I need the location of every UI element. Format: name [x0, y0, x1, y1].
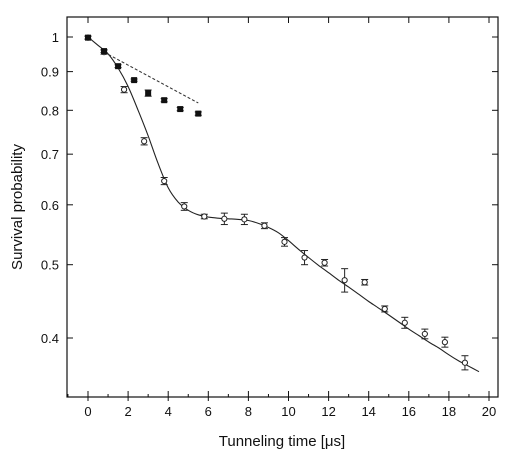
open-data-point: [140, 137, 148, 146]
open-data-point: [260, 222, 268, 230]
open-marker: [361, 279, 368, 286]
open-data-point: [341, 268, 349, 293]
y-tick-label: 0.5: [41, 258, 59, 273]
open-marker: [161, 177, 168, 185]
open-data-point: [180, 202, 188, 211]
open-marker: [241, 216, 248, 223]
x-tick-label: 4: [165, 404, 172, 419]
x-tick-label: 10: [281, 404, 295, 419]
x-tick-label: 12: [321, 404, 335, 419]
x-axis: 0 2 4 6 8 10 12 14 16 18 20: [67, 17, 496, 419]
filled-marker: [195, 110, 202, 117]
filled-data-point: [144, 89, 152, 97]
open-marker: [141, 138, 148, 145]
open-data-point: [461, 355, 469, 371]
open-marker: [381, 305, 388, 313]
filled-marker: [85, 34, 91, 41]
filled-marker: [177, 106, 184, 113]
open-marker: [181, 203, 188, 210]
filled-marker: [115, 63, 122, 70]
x-tick-label: 14: [361, 404, 375, 419]
open-data-point: [381, 305, 389, 313]
x-axis-title: Tunneling time [μs]: [219, 433, 345, 450]
reference-dashed-line: [103, 51, 199, 104]
open-data-point: [301, 250, 309, 266]
y-tick-label: 0.8: [41, 103, 59, 118]
open-marker: [261, 222, 268, 229]
y-tick-label: 0.7: [41, 147, 59, 162]
y-tick-label: 0.9: [41, 65, 59, 80]
x-tick-label: 0: [84, 404, 91, 419]
open-data-point: [220, 212, 228, 226]
open-marker: [441, 339, 448, 346]
y-tick-label: 0.6: [41, 198, 59, 213]
filled-data-point: [194, 110, 202, 117]
data-points: [84, 34, 469, 371]
filled-data-point: [130, 77, 138, 84]
open-data-point: [361, 278, 369, 286]
open-data-point: [120, 86, 128, 94]
open-marker: [321, 259, 328, 266]
filled-data-point: [114, 63, 122, 70]
open-data-point: [160, 177, 168, 186]
x-tick-label: 6: [205, 404, 212, 419]
x-tick-label: 18: [442, 404, 456, 419]
y-axis-title: Survival probability: [9, 144, 26, 270]
open-marker: [461, 359, 469, 366]
open-data-point: [401, 316, 409, 329]
y-tick-label: 1: [52, 30, 59, 45]
filled-data-point: [160, 97, 168, 104]
open-marker: [201, 213, 208, 220]
x-tick-label: 16: [402, 404, 416, 419]
open-data-point: [421, 328, 429, 340]
x-tick-label: 20: [482, 404, 496, 419]
open-marker: [301, 254, 308, 261]
open-data-point: [321, 258, 329, 267]
fit-curve-line: [87, 36, 480, 373]
open-marker: [120, 86, 128, 93]
filled-marker: [131, 77, 138, 84]
open-marker: [421, 330, 428, 338]
open-data-point: [240, 213, 248, 226]
open-marker: [341, 277, 348, 284]
open-data-point: [280, 237, 288, 247]
x-tick-label: 8: [245, 404, 252, 419]
filled-marker: [145, 90, 152, 97]
filled-marker: [161, 97, 168, 104]
open-data-point: [200, 213, 208, 220]
open-marker: [221, 215, 228, 222]
open-data-point: [441, 336, 449, 348]
filled-data-point: [84, 34, 92, 41]
filled-marker: [101, 48, 108, 55]
filled-data-point: [176, 106, 184, 113]
open-marker: [401, 319, 408, 326]
open-marker: [281, 238, 288, 245]
y-tick-label: 0.4: [41, 331, 59, 346]
x-tick-label: 2: [124, 404, 131, 419]
y-axis: 1 0.9 0.8 0.7 0.6 0.5 0.4: [41, 30, 498, 346]
filled-data-point: [100, 48, 108, 55]
plot-frame: [66, 16, 499, 398]
